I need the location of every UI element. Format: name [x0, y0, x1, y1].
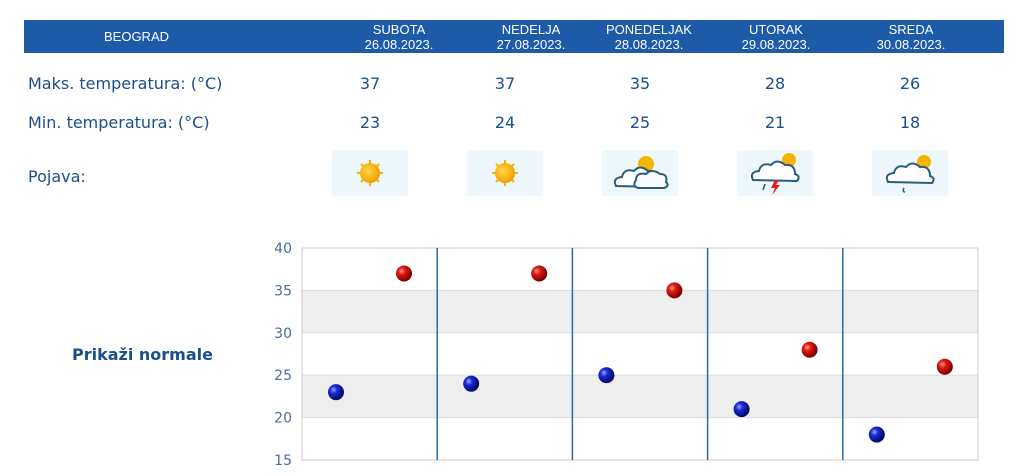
- chart-band: [302, 332, 978, 376]
- y-tick-label: 20: [274, 411, 292, 427]
- min-temp-value: 23: [359, 113, 381, 132]
- day-date: 27.08.2023.: [496, 36, 566, 52]
- y-tick-label: 30: [274, 326, 292, 342]
- sun-cloud-icon: [602, 150, 678, 196]
- max-temp-point: [936, 358, 953, 375]
- min-temp-point: [598, 367, 615, 384]
- max-temp-value: 28: [764, 74, 786, 93]
- sun-icon: [332, 150, 408, 196]
- day-header-5: SREDA 30.08.2023.: [861, 20, 961, 53]
- min-temp-point: [868, 426, 885, 443]
- y-tick-label: 35: [274, 283, 292, 299]
- max-temp-point: [666, 282, 683, 299]
- day-header-4: UTORAK 29.08.2023.: [726, 20, 826, 53]
- phenomenon-label: Pojava:: [28, 167, 86, 186]
- max-temp-value: 35: [629, 74, 651, 93]
- chart-frame: [301, 247, 979, 461]
- thunderstorm-icon: [737, 150, 813, 196]
- max-temp-point: [801, 341, 818, 358]
- sun-cloud-rain-icon: [872, 150, 948, 196]
- day-name: UTORAK: [749, 21, 803, 37]
- min-temp-point: [463, 375, 480, 392]
- min-temp-value: 25: [629, 113, 651, 132]
- y-tick-label: 40: [274, 241, 292, 257]
- show-normals-link[interactable]: Prikaži normale: [72, 345, 213, 364]
- day-date: 30.08.2023.: [876, 36, 946, 52]
- day-date: 29.08.2023.: [741, 36, 811, 52]
- min-temp-value: 21: [764, 113, 786, 132]
- min-temp-point: [328, 384, 344, 401]
- min-temp-value: 24: [494, 113, 516, 132]
- chart-band: [302, 375, 978, 418]
- min-temp-value: 18: [899, 113, 921, 132]
- max-temp-label: Maks. temperatura: (°C): [28, 74, 223, 93]
- day-header-2: NEDELJA 27.08.2023.: [481, 20, 581, 53]
- chart-band: [302, 417, 978, 460]
- day-header-3: PONEDELJAK 28.08.2023.: [589, 20, 709, 53]
- max-temp-point: [531, 265, 548, 282]
- sun-icon: [467, 150, 543, 196]
- day-name: SUBOTA: [372, 21, 426, 37]
- day-name: NEDELJA: [501, 21, 561, 37]
- min-temp-label: Min. temperatura: (°C): [28, 113, 210, 132]
- y-tick-label: 25: [274, 368, 292, 384]
- city-name: BEOGRAD: [103, 29, 169, 44]
- day-date: 26.08.2023.: [364, 36, 434, 52]
- day-date: 28.08.2023.: [614, 36, 684, 52]
- y-tick-label: 15: [274, 453, 292, 469]
- forecast-header: BEOGRAD SUBOTA 26.08.2023. NEDELJA 27.08…: [24, 20, 1004, 53]
- max-temp-point: [396, 265, 412, 282]
- min-temp-point: [733, 401, 750, 418]
- day-name: PONEDELJAK: [606, 21, 692, 37]
- chart-band: [302, 290, 978, 333]
- max-temp-value: 37: [494, 74, 516, 93]
- day-header-1: SUBOTA 26.08.2023.: [349, 20, 449, 53]
- day-name: SREDA: [888, 21, 934, 37]
- max-temp-value: 37: [359, 74, 381, 93]
- chart-band: [302, 248, 978, 291]
- max-temp-value: 26: [899, 74, 921, 93]
